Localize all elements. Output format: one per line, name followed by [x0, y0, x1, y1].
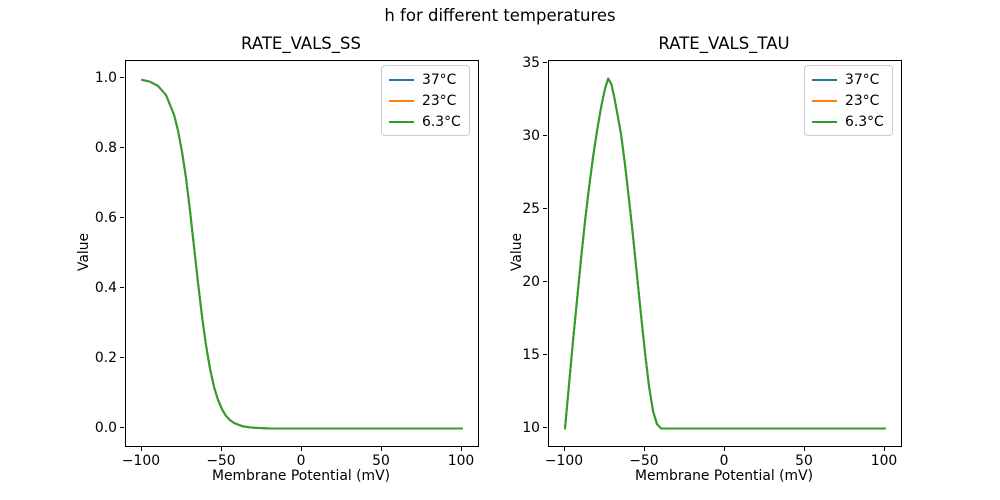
x-tick-label: −50 — [629, 453, 659, 469]
y-tick — [120, 427, 124, 428]
y-axis-label-tau: Value — [509, 232, 525, 272]
y-tick — [543, 62, 547, 64]
plot-area-ss — [141, 78, 463, 430]
y-tick-label: 30 — [522, 127, 540, 144]
y-tick-label: 1.0 — [94, 69, 117, 86]
x-tick — [803, 447, 805, 451]
x-tick — [723, 447, 725, 451]
y-tick — [120, 357, 124, 358]
legend-label-6-3c: 6.3°C — [845, 113, 884, 130]
y-tick — [543, 281, 547, 283]
x-tick-label: 0 — [719, 453, 729, 469]
legend-entry-37c: 37°C — [812, 69, 884, 90]
y-tick-label: 10 — [522, 419, 540, 436]
legend-label-37c: 37°C — [845, 71, 880, 88]
figure-title: h for different temperatures — [384, 6, 616, 25]
y-tick-label: 0.6 — [94, 209, 117, 226]
legend-line-23c — [812, 99, 837, 102]
x-tick-label: 0 — [296, 453, 306, 469]
series-line-6.3°C — [564, 77, 886, 430]
y-tick — [543, 208, 547, 210]
legend-line-23c — [389, 99, 414, 102]
y-tick — [543, 135, 547, 137]
legend-entry-23c: 23°C — [812, 90, 884, 111]
x-tick-label: −50 — [206, 453, 236, 469]
y-tick-label: 35 — [522, 54, 540, 71]
x-tick — [140, 447, 142, 451]
y-tick — [120, 77, 124, 78]
legend-label-6-3c: 6.3°C — [422, 113, 461, 130]
legend-line-6-3c — [389, 120, 414, 123]
x-tick-label: 100 — [447, 453, 475, 469]
x-tick-label: −100 — [544, 453, 584, 469]
legend-tau: 37°C 23°C 6.3°C — [804, 65, 893, 136]
y-tick — [120, 287, 124, 288]
x-axis-label-tau: Membrane Potential (mV) — [634, 468, 814, 484]
y-tick — [543, 427, 547, 428]
y-axis-label-ss: Value — [76, 232, 92, 272]
x-tick — [883, 447, 885, 451]
axes-title-rate-vals-ss: RATE_VALS_SS — [241, 34, 361, 53]
y-tick-label: 0.8 — [94, 139, 117, 156]
x-axis-label-ss: Membrane Potential (mV) — [211, 468, 391, 484]
x-tick — [380, 447, 382, 451]
legend-entry-37c: 37°C — [389, 69, 461, 90]
y-tick-label: 15 — [522, 346, 540, 363]
legend-entry-6-3c: 6.3°C — [812, 111, 884, 132]
y-tick-label: 20 — [522, 273, 540, 290]
plot-area-tau — [564, 77, 886, 430]
x-tick-label: 50 — [372, 453, 390, 469]
legend-label-23c: 23°C — [422, 92, 457, 109]
x-tick — [220, 447, 222, 451]
y-tick-label: 0.4 — [94, 279, 117, 296]
x-tick — [460, 447, 462, 451]
series-line-6.3°C — [141, 78, 463, 430]
legend-entry-6-3c: 6.3°C — [389, 111, 461, 132]
legend-ss: 37°C 23°C 6.3°C — [381, 65, 470, 136]
y-tick — [543, 354, 547, 356]
legend-line-37c — [812, 78, 837, 81]
legend-entry-23c: 23°C — [389, 90, 461, 111]
y-tick-label: 0.0 — [94, 419, 117, 436]
x-tick — [643, 447, 645, 451]
legend-line-6-3c — [812, 120, 837, 123]
x-tick-label: −100 — [121, 453, 161, 469]
axes-title-rate-vals-tau: RATE_VALS_TAU — [658, 34, 790, 53]
x-tick-label: 50 — [795, 453, 813, 469]
x-tick-label: 100 — [870, 453, 898, 469]
y-tick — [120, 217, 124, 218]
y-tick-label: 0.2 — [94, 349, 117, 366]
x-tick — [300, 447, 302, 451]
y-tick-label: 25 — [522, 200, 540, 217]
y-tick — [120, 147, 124, 148]
legend-line-37c — [389, 78, 414, 81]
legend-label-37c: 37°C — [422, 71, 457, 88]
x-tick — [563, 447, 565, 451]
legend-label-23c: 23°C — [845, 92, 880, 109]
